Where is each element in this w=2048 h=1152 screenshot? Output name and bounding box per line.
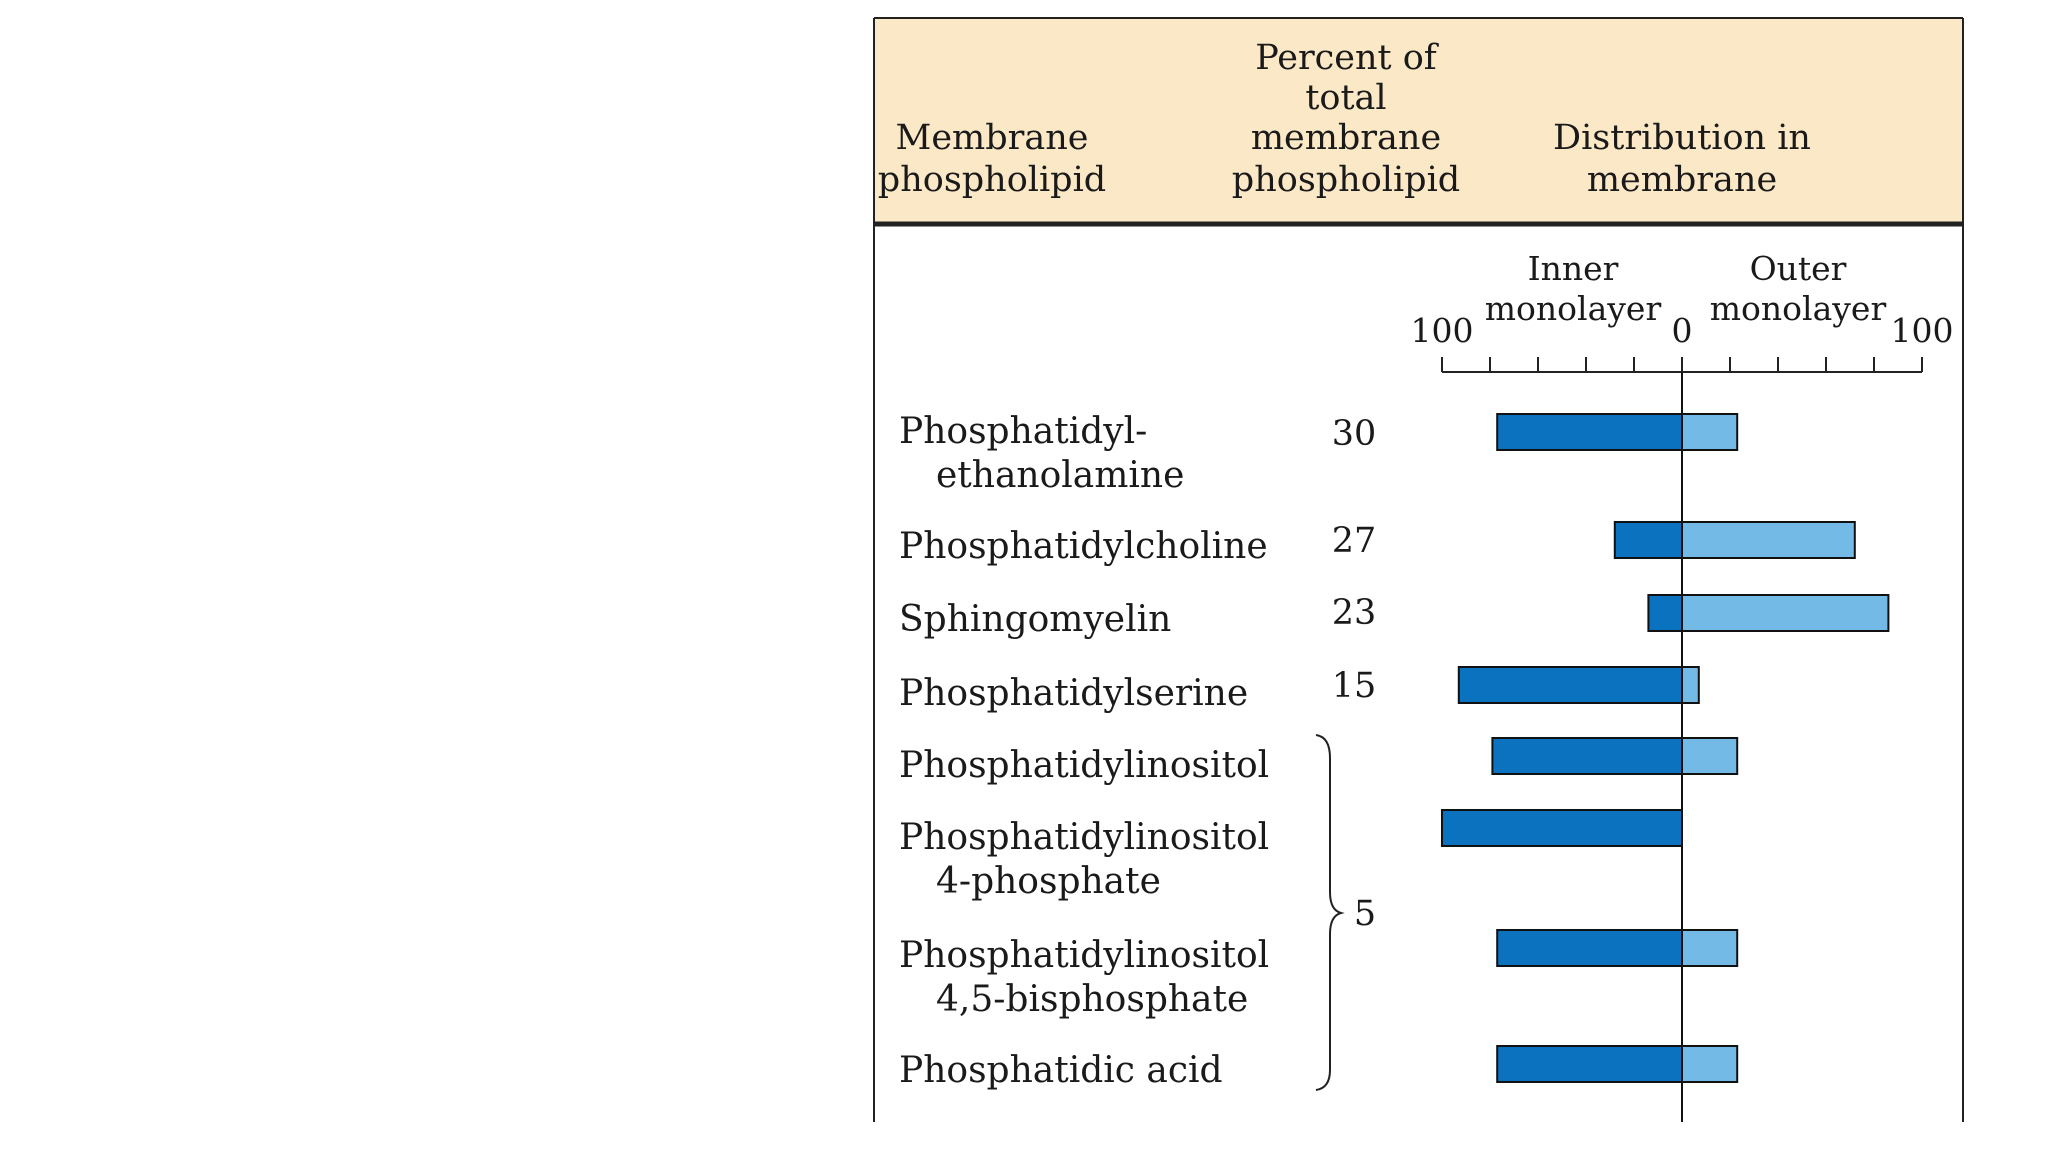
axis-tick-label-right: 100 [1891,311,1954,350]
row-label: Sphingomyelin [899,599,1171,640]
table-row: Phosphatidylinositol [899,737,1739,786]
bar-outer-monolayer [1681,1045,1739,1083]
bar-inner-monolayer [1496,1045,1683,1083]
bar-inner-monolayer [1496,413,1683,451]
table-row: Sphingomyelin 23 [899,593,1890,640]
table-row: Phosphatidylserine 15 [899,666,1700,714]
bar-outer-monolayer [1681,929,1739,967]
row-label: Phosphatidyl- [899,411,1147,452]
table-row: Phosphatidyl-ethanolamine 30 [899,411,1739,496]
row-label: Phosphatidylserine [899,673,1248,714]
row-percent: 15 [1332,666,1377,706]
bar-inner-monolayer [1457,666,1684,704]
axis-label-outer: Outer [1750,249,1847,288]
header-col-percent: Percent of [1255,38,1440,78]
bar-inner-monolayer [1613,521,1684,559]
bar-inner-monolayer [1491,737,1684,775]
brace-shape [1315,734,1345,1091]
row-label: 4,5-bisphosphate [936,979,1248,1020]
row-percent: 30 [1332,414,1377,454]
group-percent: 5 [1354,894,1376,934]
row-label: Phosphatidylcholine [899,526,1268,567]
axis-label-inner: Inner [1528,249,1619,288]
bar-outer-monolayer [1681,737,1739,775]
axis-tick-label-left: 100 [1411,311,1474,350]
table-row: Phosphatidylcholine 27 [899,521,1856,567]
bar-outer-monolayer [1681,594,1890,632]
bar-outer-monolayer [1681,413,1739,451]
bar-outer-monolayer [1681,521,1856,559]
bar-inner-monolayer [1647,594,1684,632]
table-row: Phosphatidic acid [899,1045,1739,1091]
group-brace: 5 [1315,734,1376,1091]
axis-tick-label-center: 0 [1672,311,1693,350]
row-label: Phosphatidic acid [899,1050,1223,1091]
bar-outer-monolayer [1681,666,1700,704]
row-label: 4-phosphate [936,861,1161,902]
row-label: Phosphatidylinositol [899,935,1269,976]
header-col-percent: total [1305,78,1386,118]
bar-inner-monolayer [1496,929,1683,967]
row-label: ethanolamine [936,455,1184,496]
phospholipid-rows: Phosphatidyl-ethanolamine 30 Phosphatidylc… [899,411,1890,1091]
header-col-phospholipid: phospholipid [878,160,1106,200]
row-label: Phosphatidylinositol [899,817,1269,858]
header-col-distribution: membrane [1587,160,1777,200]
row-percent: 27 [1332,521,1377,561]
axis-label-outer: monolayer [1710,289,1887,328]
header-col-percent: membrane [1251,118,1441,158]
header-col-phospholipid: Membrane [896,118,1089,158]
row-percent: 23 [1332,593,1377,633]
row-label: Phosphatidylinositol [899,745,1269,786]
bar-inner-monolayer [1441,809,1683,847]
header-background [874,18,1963,224]
axis-label-inner: monolayer [1485,289,1662,328]
header-col-distribution: Distribution in [1553,118,1811,158]
header-col-percent: phospholipid [1232,160,1460,200]
